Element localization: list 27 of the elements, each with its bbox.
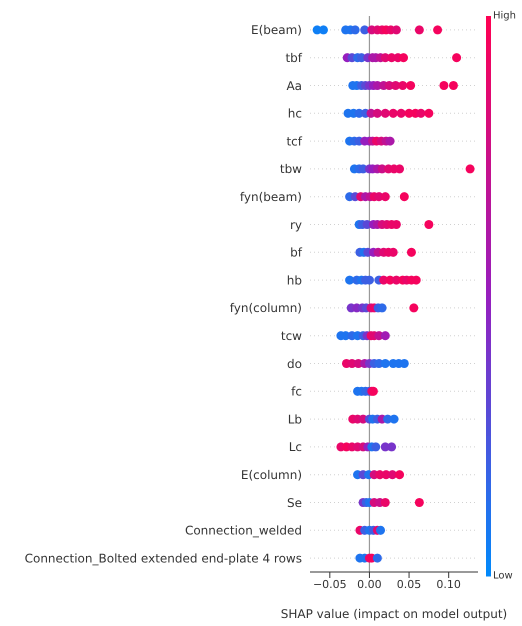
y-tick-label: do <box>287 356 302 371</box>
y-tick-label: fc <box>291 384 302 399</box>
y-tick-label: tbw <box>280 162 302 176</box>
y-tick-label: hc <box>288 106 302 121</box>
y-tick-label: Lb <box>288 412 302 426</box>
y-tick-label: bf <box>290 246 303 260</box>
x-tick-label: 0.00 <box>357 578 382 591</box>
y-tick-label: tcf <box>286 134 303 148</box>
x-tick-label: 0.05 <box>396 578 422 591</box>
y-tick-label: tbf <box>285 50 303 65</box>
color-bar-label: High <box>493 10 516 22</box>
color-bar-label: Low <box>493 570 513 582</box>
y-tick-label: ry <box>290 218 302 232</box>
y-tick-label: E(beam) <box>251 23 302 38</box>
y-tick-label: Aa <box>286 78 302 93</box>
y-tick-label: E(column) <box>240 468 302 482</box>
y-tick-label: Connection_welded <box>184 524 302 538</box>
y-tick-label: Connection_Bolted extended end-plate 4 rows <box>24 551 302 566</box>
y-tick-label: fyn(beam) <box>240 190 302 204</box>
x-tick-label: 0.10 <box>436 578 461 591</box>
y-tick-label: Se <box>287 496 302 510</box>
y-tick-label: Lc <box>288 440 302 454</box>
y-tick-label: tcw <box>280 328 302 343</box>
x-tick-label: −0.05 <box>312 578 347 591</box>
y-tick-label: fyn(column) <box>230 301 302 316</box>
y-tick-label: hb <box>286 273 302 288</box>
x-axis-title: SHAP value (impact on model output) <box>280 607 508 621</box>
